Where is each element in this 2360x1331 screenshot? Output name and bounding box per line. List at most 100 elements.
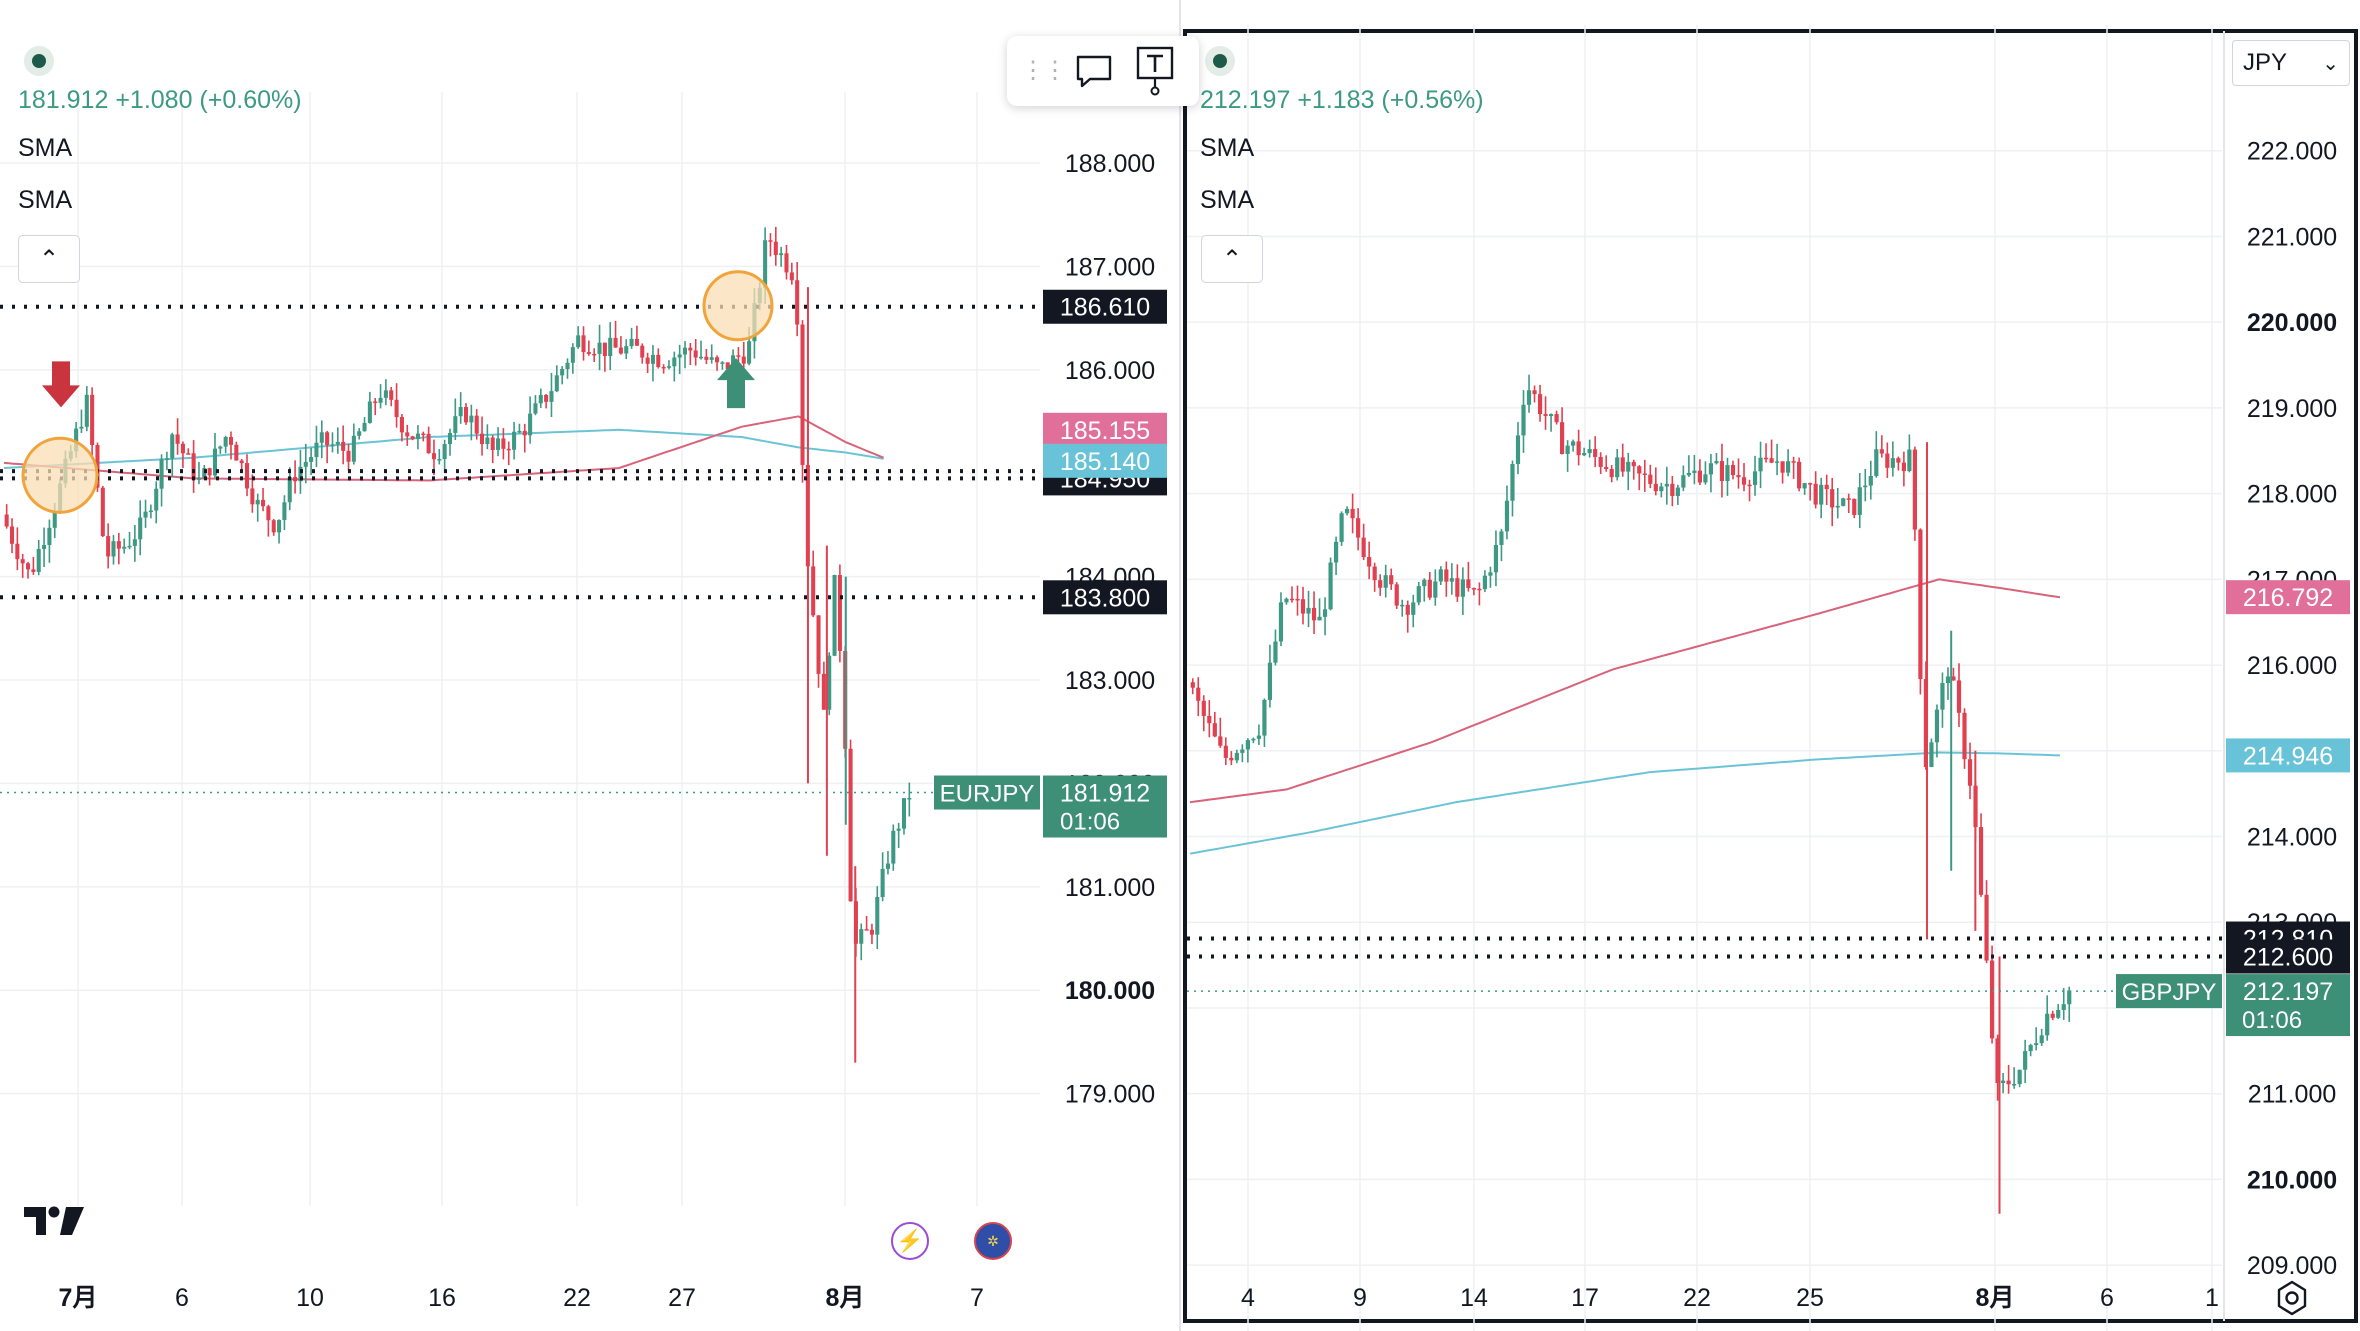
price-tag-value: 181.912 [1060, 780, 1150, 808]
candle-body [116, 541, 121, 549]
comment-button[interactable] [1069, 46, 1119, 96]
candle-body [1758, 457, 1763, 472]
candle-body [426, 433, 431, 454]
collapse-legend-button-left[interactable]: ⌃ [18, 235, 80, 283]
highlight-circle[interactable] [21, 436, 99, 514]
text-tool-button[interactable] [1131, 46, 1181, 96]
candle-body [31, 569, 36, 572]
candle-body [2006, 1080, 2011, 1085]
indicator-label-sma-2-right[interactable]: SMA [1200, 186, 1255, 214]
candle-body [421, 433, 426, 436]
candle-body [1245, 740, 1250, 750]
currency-select[interactable]: JPY ⌄ [2232, 40, 2350, 86]
candle-body [1521, 404, 1526, 436]
candle-body [1725, 465, 1730, 482]
candle-body [1300, 599, 1306, 614]
candle-body [1714, 461, 1719, 464]
candle-body [148, 510, 153, 513]
candle-body [1923, 679, 1929, 768]
candle-body [95, 445, 100, 488]
candle-body [1719, 461, 1725, 482]
candle-body [885, 863, 890, 869]
candle-body [1576, 441, 1581, 456]
candle-body [1675, 487, 1680, 497]
candle-body [1863, 485, 1868, 488]
left-chart-pane: 188.000187.000186.000184.000183.000182.0… [0, 92, 1155, 1312]
candle-body [1488, 572, 1493, 576]
indicator-label-sma-1-right[interactable]: SMA [1200, 134, 1255, 162]
candle-body [415, 433, 420, 440]
x-tick-label: 16 [428, 1284, 456, 1312]
candle-body [581, 335, 586, 353]
sma-price-label-cyan-left[interactable]: 185.140 [1043, 443, 1167, 478]
candle-body [1763, 457, 1769, 460]
highlight-circle[interactable] [702, 270, 774, 342]
candle-body [127, 545, 132, 548]
candle-body [640, 345, 645, 358]
candle-body [1559, 422, 1565, 454]
candle-body [1934, 709, 1940, 743]
candle-body [2034, 1043, 2039, 1046]
candle-body [1455, 578, 1460, 597]
candle-body [271, 520, 276, 533]
x-tick-label: 22 [563, 1284, 591, 1312]
candle-body [1267, 662, 1273, 700]
y-tick-label: 210.000 [2247, 1166, 2337, 1194]
candle-body [490, 437, 495, 450]
candle-body [1835, 505, 1840, 508]
collapse-legend-button-right[interactable]: ⌃ [1201, 235, 1263, 283]
candle-body [1736, 475, 1741, 478]
hline-price-label-left-0[interactable]: 186.610 [1043, 289, 1167, 324]
candle-body [1918, 529, 1923, 680]
indicator-label-sma-2-left[interactable]: SMA [18, 186, 73, 214]
candle-body [463, 407, 469, 423]
eu-flag-icon[interactable]: ✲ [974, 1222, 1012, 1260]
candle-body [111, 541, 116, 557]
candle-body [544, 394, 549, 402]
candle-body [1741, 477, 1747, 485]
market-status-icon-right[interactable] [1205, 46, 1235, 76]
candle-body [1339, 513, 1344, 542]
hline-price-label-left-0-text: 186.610 [1060, 294, 1150, 322]
candle-body [624, 346, 629, 354]
sma-price-label-cyan-right[interactable]: 214.946 [2226, 738, 2350, 773]
candle-body [378, 397, 383, 403]
candle-body [896, 828, 901, 831]
x-tick-label: 8月 [826, 1284, 865, 1312]
sma-price-label-cyan-right-text: 214.946 [2243, 742, 2333, 770]
candle-body [234, 444, 239, 461]
candle-body [629, 338, 634, 347]
candle-body [362, 422, 367, 432]
up-arrow-icon[interactable] [717, 358, 755, 409]
down-arrow-icon[interactable] [42, 361, 80, 408]
candle-body [239, 460, 244, 464]
indicator-label-sma-1-left[interactable]: SMA [18, 134, 73, 162]
candle-body [496, 438, 501, 450]
candle-body [1769, 458, 1774, 463]
candle-body [282, 502, 287, 520]
lightning-icon[interactable]: ⚡ [891, 1222, 929, 1260]
sma-price-label-pink-left-text: 185.155 [1060, 417, 1150, 445]
candle-body [1372, 566, 1377, 581]
candle-body [1405, 604, 1410, 615]
candle-body [431, 453, 436, 460]
candle-body [287, 477, 292, 503]
sma-price-label-pink-left[interactable]: 185.155 [1043, 412, 1167, 447]
hline-price-label-right-1[interactable]: 212.600 [2226, 939, 2350, 974]
candle-body [277, 519, 282, 533]
hline-price-label-left-3[interactable]: 183.800 [1043, 580, 1167, 615]
settings-gear-icon[interactable] [2272, 1278, 2312, 1318]
candle-body [1411, 602, 1416, 615]
y-tick-label: 221.000 [2247, 223, 2337, 251]
tradingview-logo-icon[interactable] [22, 1205, 86, 1237]
candle-body [458, 407, 463, 417]
candle-body [768, 240, 773, 242]
candle-body [442, 444, 447, 460]
sma-price-label-pink-right[interactable]: 216.792 [2226, 580, 2350, 615]
market-status-icon[interactable] [24, 46, 54, 76]
candle-body [1378, 580, 1383, 588]
drag-handle-icon[interactable]: ⋮⋮ [1021, 57, 1067, 84]
